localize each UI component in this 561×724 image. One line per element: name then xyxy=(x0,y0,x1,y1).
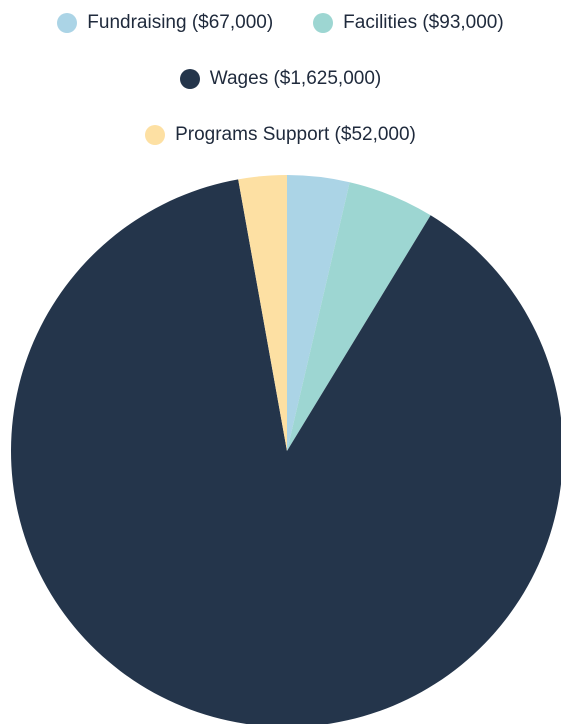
legend-item-fundraising[interactable]: Fundraising ($67,000) xyxy=(57,11,273,35)
legend-row-1: Fundraising ($67,000) Facilities ($93,00… xyxy=(0,11,561,35)
legend-item-wages[interactable]: Wages ($1,625,000) xyxy=(179,67,382,91)
legend-swatch-programs-support xyxy=(145,125,166,145)
legend-label-facilities: Facilities ($93,000) xyxy=(343,12,504,33)
legend-swatch-wages xyxy=(179,69,200,89)
pie-slice-fundraising[interactable] xyxy=(287,175,350,451)
legend-label-wages: Wages ($1,625,000) xyxy=(209,68,382,89)
pie-slice-facilities[interactable] xyxy=(287,182,431,451)
pie-slice-programs-support[interactable] xyxy=(238,175,287,451)
legend-row-2: Wages ($1,625,000) xyxy=(0,67,561,91)
legend-label-fundraising: Fundraising ($67,000) xyxy=(87,12,274,33)
legend-swatch-fundraising xyxy=(57,13,78,33)
legend-label-programs-support: Programs Support ($52,000) xyxy=(175,124,416,145)
legend-item-facilities[interactable]: Facilities ($93,000) xyxy=(313,11,504,35)
pie-slice-wages[interactable] xyxy=(11,179,561,724)
legend-swatch-facilities xyxy=(313,13,334,33)
legend-row-3: Programs Support ($52,000) xyxy=(0,123,561,147)
legend-item-programs-support[interactable]: Programs Support ($52,000) xyxy=(145,123,416,147)
